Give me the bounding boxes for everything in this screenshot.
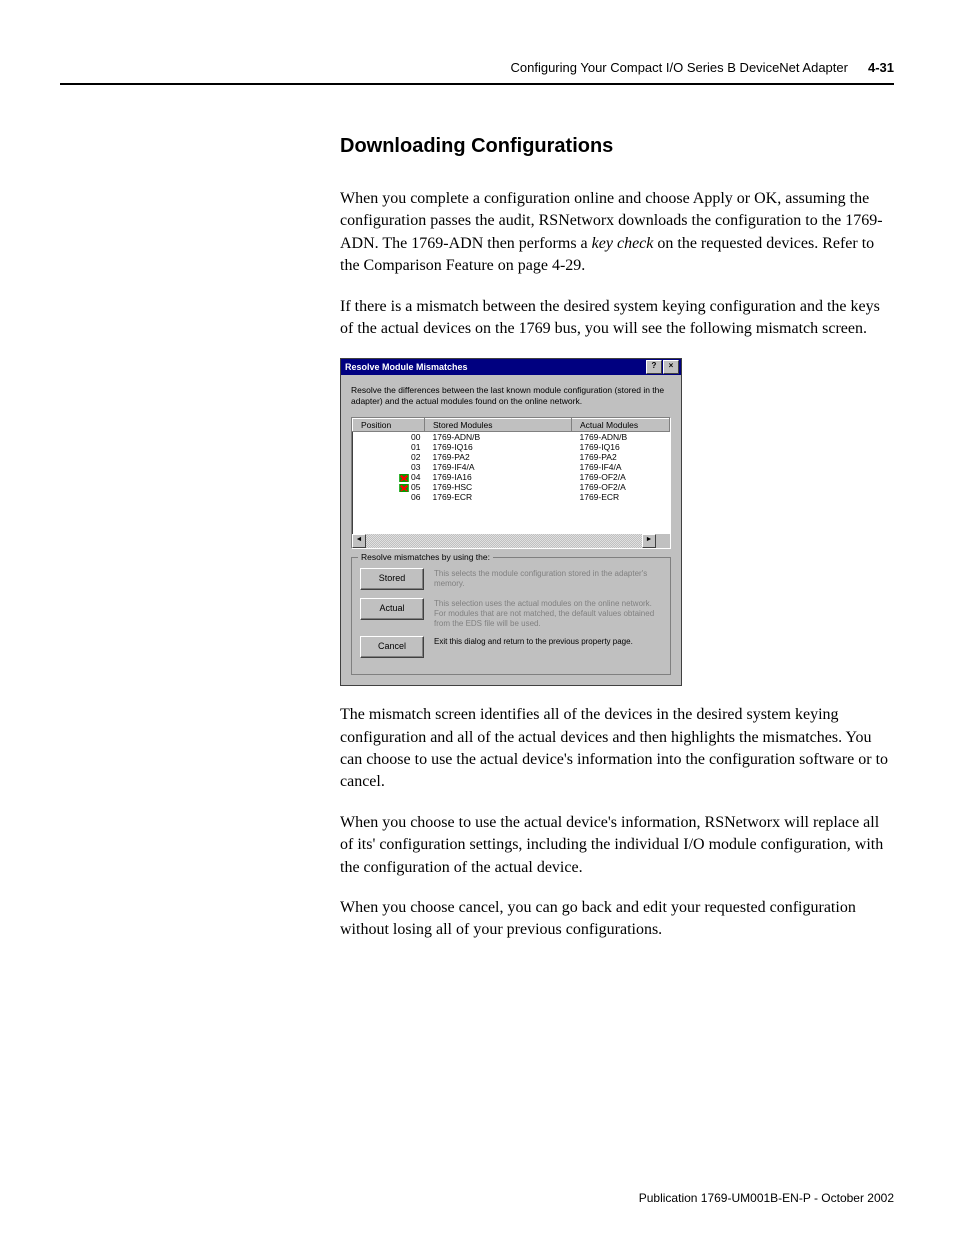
page-footer: Publication 1769-UM001B-EN-P - October 2… (639, 1191, 894, 1205)
mismatch-icon (399, 482, 409, 492)
actual-button[interactable]: Actual (360, 598, 424, 620)
paragraph-2: If there is a mismatch between the desir… (340, 296, 894, 341)
header-title: Configuring Your Compact I/O Series B De… (511, 60, 848, 75)
table-row[interactable]: 031769-IF4/A1769-IF4/A (353, 462, 670, 472)
table-row[interactable]: 061769-ECR1769-ECR (353, 492, 670, 502)
col-position[interactable]: Position (353, 419, 425, 432)
table-row[interactable]: 011769-IQ161769-IQ16 (353, 442, 670, 452)
cell-actual: 1769-ECR (572, 492, 670, 502)
cell-stored: 1769-IF4/A (425, 462, 572, 472)
dialog-titlebar[interactable]: Resolve Module Mismatches ? × (341, 359, 681, 375)
page-header: Configuring Your Compact I/O Series B De… (60, 60, 894, 85)
module-table-container: Position Stored Modules Actual Modules 0… (351, 417, 671, 549)
scroll-right-icon[interactable]: ► (642, 534, 656, 548)
cancel-button[interactable]: Cancel (360, 636, 424, 658)
module-table: Position Stored Modules Actual Modules 0… (352, 418, 670, 502)
resolve-group: Resolve mismatches by using the: Stored … (351, 557, 671, 675)
stored-description: This selects the module configuration st… (434, 568, 662, 588)
dialog-title: Resolve Module Mismatches (345, 362, 646, 372)
cell-actual: 1769-ADN/B (572, 432, 670, 443)
cell-position: 04 (353, 472, 425, 482)
table-row[interactable]: 041769-IA161769-OF2/A (353, 472, 670, 482)
cell-actual: 1769-IQ16 (572, 442, 670, 452)
table-row[interactable]: 021769-PA21769-PA2 (353, 452, 670, 462)
paragraph-3: The mismatch screen identifies all of th… (340, 704, 894, 794)
section-heading: Downloading Configurations (340, 135, 894, 158)
scroll-left-icon[interactable]: ◄ (352, 534, 366, 548)
cell-stored: 1769-HSC (425, 482, 572, 492)
cell-position: 01 (353, 442, 425, 452)
horizontal-scrollbar[interactable]: ◄ ► (352, 534, 656, 548)
table-row[interactable]: 051769-HSC1769-OF2/A (353, 482, 670, 492)
cell-actual: 1769-OF2/A (572, 472, 670, 482)
scroll-track[interactable] (366, 534, 642, 548)
cell-actual: 1769-IF4/A (572, 462, 670, 472)
mismatch-icon (399, 472, 409, 482)
close-icon[interactable]: × (663, 360, 679, 374)
cell-stored: 1769-PA2 (425, 452, 572, 462)
resolve-mismatch-dialog: Resolve Module Mismatches ? × Resolve th… (340, 358, 682, 686)
col-stored[interactable]: Stored Modules (425, 419, 572, 432)
cell-stored: 1769-ECR (425, 492, 572, 502)
paragraph-1-italic: key check (592, 235, 654, 252)
cancel-description: Exit this dialog and return to the previ… (434, 636, 662, 647)
cell-position: 03 (353, 462, 425, 472)
header-page-number: 4-31 (868, 60, 894, 75)
cell-position: 02 (353, 452, 425, 462)
cell-position: 06 (353, 492, 425, 502)
table-row[interactable]: 001769-ADN/B1769-ADN/B (353, 432, 670, 443)
help-icon[interactable]: ? (646, 360, 662, 374)
actual-description: This selection uses the actual modules o… (434, 598, 662, 628)
paragraph-5: When you choose cancel, you can go back … (340, 897, 894, 942)
paragraph-4: When you choose to use the actual device… (340, 812, 894, 879)
resolve-legend: Resolve mismatches by using the: (358, 552, 493, 562)
cell-stored: 1769-ADN/B (425, 432, 572, 443)
cell-stored: 1769-IQ16 (425, 442, 572, 452)
cell-position: 05 (353, 482, 425, 492)
cell-actual: 1769-OF2/A (572, 482, 670, 492)
cell-position: 00 (353, 432, 425, 443)
col-actual[interactable]: Actual Modules (572, 419, 670, 432)
scroll-corner (656, 534, 670, 548)
stored-button[interactable]: Stored (360, 568, 424, 590)
paragraph-1: When you complete a configuration online… (340, 188, 894, 278)
dialog-instruction: Resolve the differences between the last… (351, 385, 671, 407)
cell-actual: 1769-PA2 (572, 452, 670, 462)
cell-stored: 1769-IA16 (425, 472, 572, 482)
